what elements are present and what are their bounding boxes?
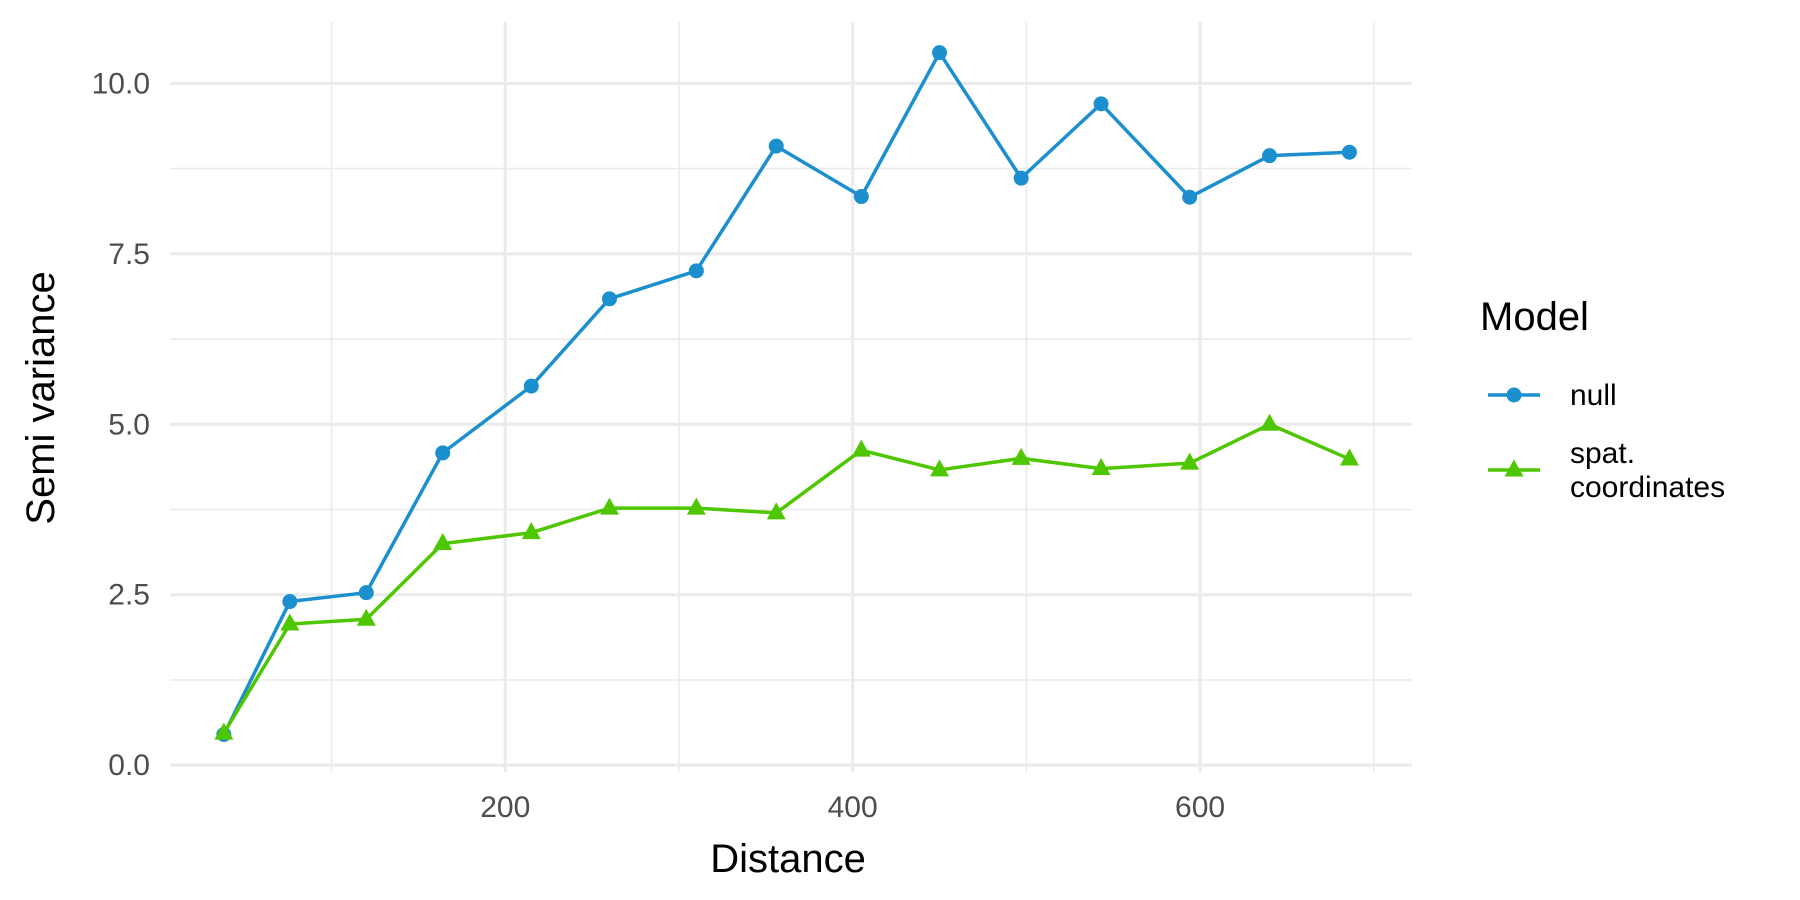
series-spat-coordinates <box>214 413 1359 740</box>
data-point-spat-coordinates <box>1260 413 1280 431</box>
legend-items: null spat. coordinates <box>1488 379 1725 504</box>
series-line-spat-coordinates <box>222 422 1351 735</box>
data-point-null <box>358 585 374 601</box>
data-point-null <box>523 378 539 394</box>
data-point-null <box>1093 96 1109 112</box>
data-point-null <box>282 594 298 610</box>
series-null <box>216 45 1357 742</box>
x-axis-title: Distance <box>710 837 866 881</box>
y-tick-label: 10.0 <box>92 67 150 100</box>
legend-item-spat-coordinates: spat. coordinates <box>1488 437 1725 504</box>
legend: Model null spat. coordinates <box>1480 295 1725 504</box>
y-axis-title: Semi variance <box>19 271 63 524</box>
data-point-null <box>1013 170 1029 186</box>
data-point-spat-coordinates <box>1011 447 1031 465</box>
data-point-null <box>853 189 869 205</box>
data-point-null <box>601 291 617 307</box>
data-point-spat-coordinates <box>521 522 541 540</box>
data-point-null <box>768 138 784 154</box>
x-tick-label: 200 <box>480 791 530 824</box>
legend-label-spat-coordinates: spat. coordinates <box>1570 437 1725 504</box>
x-tick-label: 400 <box>828 791 878 824</box>
legend-label-line: coordinates <box>1570 471 1725 504</box>
data-point-null <box>688 263 704 279</box>
data-point-spat-coordinates <box>766 502 786 520</box>
grid <box>170 22 1412 772</box>
data-point-spat-coordinates <box>1339 448 1359 466</box>
x-tick-label: 600 <box>1175 791 1225 824</box>
data-point-spat-coordinates <box>930 459 950 477</box>
data-point-null <box>932 45 948 61</box>
data-point-null <box>435 445 451 461</box>
y-tick-label: 7.5 <box>108 238 150 271</box>
data-point-spat-coordinates <box>851 439 871 457</box>
legend-label-line: null <box>1570 379 1617 412</box>
data-point-spat-coordinates <box>356 608 376 626</box>
y-axis-ticks: 0.0 2.5 5.0 7.5 10.0 <box>92 67 150 782</box>
legend-key-marker <box>1506 387 1522 403</box>
data-point-spat-coordinates <box>214 722 234 740</box>
series-layer <box>214 45 1359 742</box>
series-line-null <box>222 50 1350 736</box>
data-point-spat-coordinates <box>433 533 453 551</box>
data-point-spat-coordinates <box>599 497 619 515</box>
x-axis-ticks: 200 400 600 <box>480 791 1225 824</box>
y-tick-label: 0.0 <box>108 749 150 782</box>
data-point-null <box>1262 148 1278 164</box>
legend-label-null: null <box>1570 379 1617 412</box>
data-point-null <box>1341 144 1357 160</box>
legend-title: Model <box>1480 295 1589 339</box>
data-point-spat-coordinates <box>1180 452 1200 470</box>
legend-key-marker <box>1504 459 1524 477</box>
data-point-null <box>1182 189 1198 205</box>
legend-item-null: null <box>1488 379 1617 412</box>
legend-label-line: spat. <box>1570 437 1635 470</box>
y-tick-label: 5.0 <box>108 408 150 441</box>
data-point-spat-coordinates <box>686 497 706 515</box>
data-point-spat-coordinates <box>1091 458 1111 476</box>
y-tick-label: 2.5 <box>108 579 150 612</box>
data-point-spat-coordinates <box>280 613 300 631</box>
